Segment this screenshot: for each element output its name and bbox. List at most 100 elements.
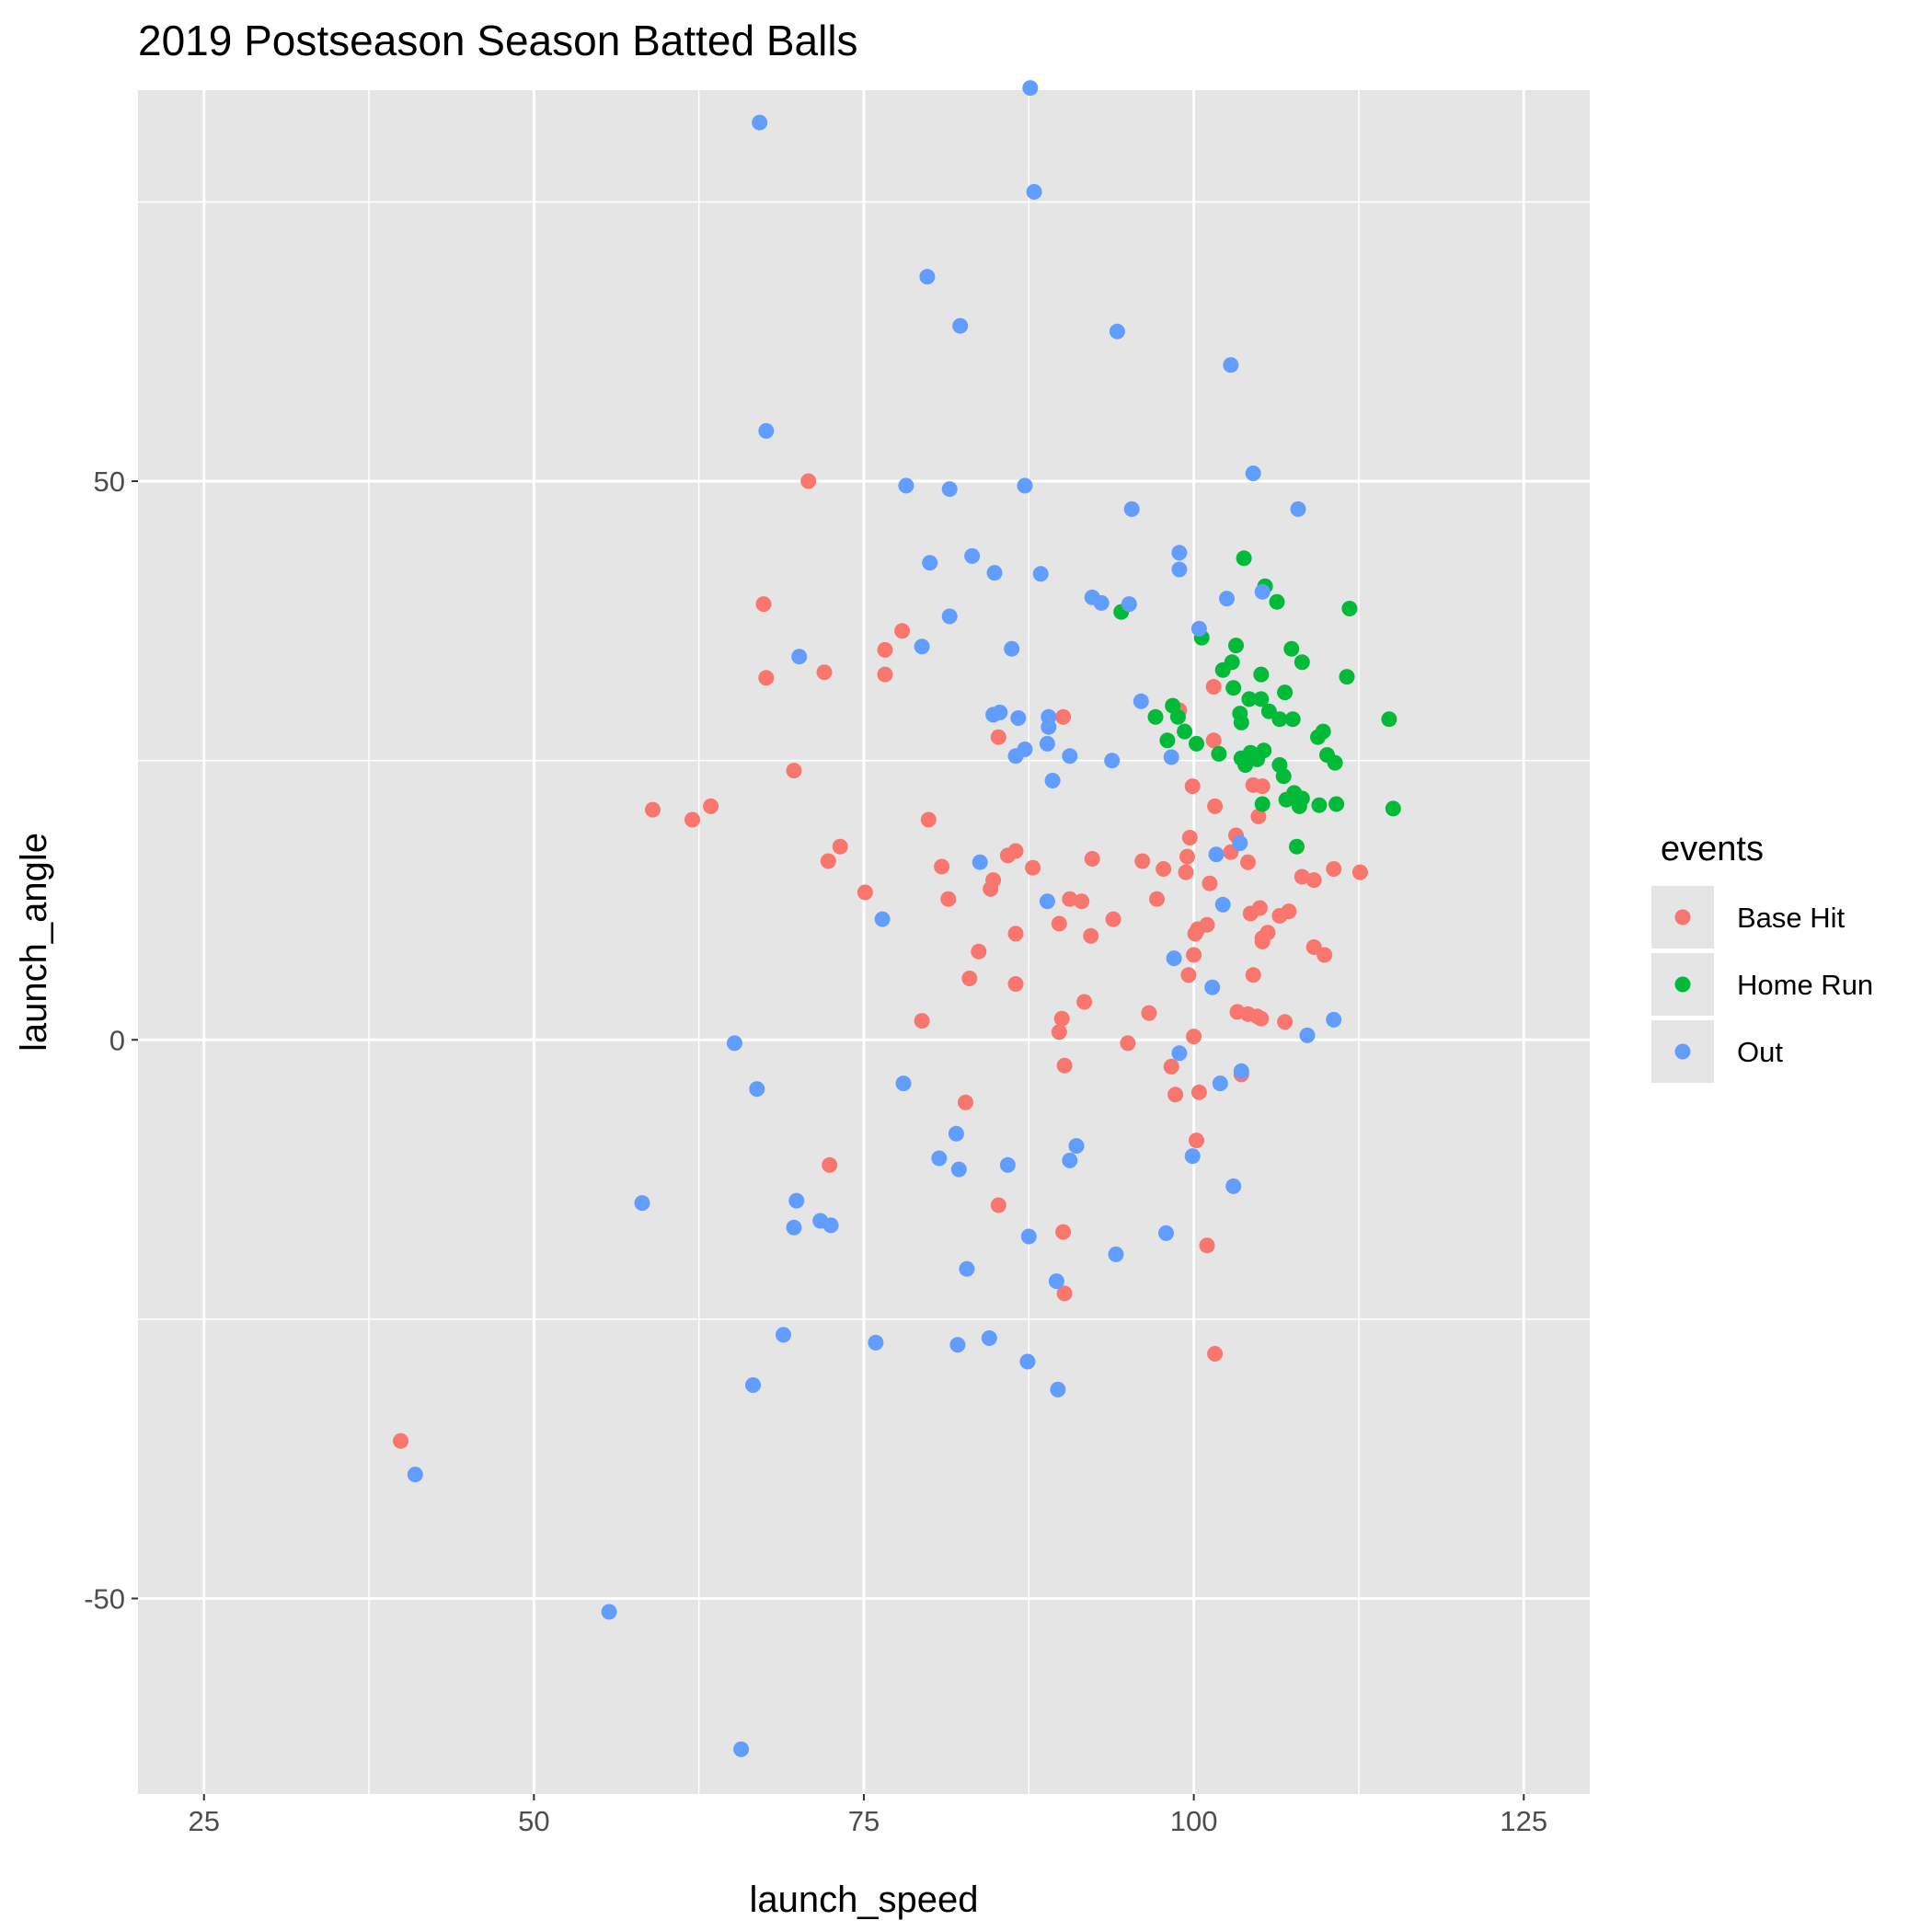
data-point-base-hit (1326, 861, 1342, 877)
data-point-out (1026, 184, 1042, 200)
data-point-base-hit (1202, 875, 1218, 891)
data-point-out (791, 649, 808, 665)
data-point-out (1171, 545, 1188, 561)
data-point-out (1171, 1045, 1188, 1062)
data-point-base-hit (920, 811, 937, 828)
data-point-out (1004, 640, 1020, 657)
data-point-base-hit (800, 473, 817, 489)
x-tick-label: 75 (848, 1805, 880, 1837)
data-point-out (949, 1337, 966, 1353)
data-point-base-hit (934, 858, 950, 875)
data-point-base-hit (1025, 859, 1041, 876)
data-point-base-hit (1184, 778, 1201, 795)
data-point-out (1019, 1353, 1036, 1370)
data-point-base-hit (1120, 1035, 1136, 1052)
data-point-out (788, 1192, 805, 1209)
data-point-base-hit (1056, 1057, 1073, 1074)
data-point-base-hit (983, 880, 999, 897)
data-point-base-hit (703, 798, 719, 814)
data-point-base-hit (1056, 1285, 1073, 1302)
data-point-out (895, 1075, 912, 1092)
legend-label-base-hit: Base Hit (1737, 902, 1846, 934)
x-tick-label: 50 (518, 1805, 549, 1837)
data-point-base-hit (1180, 967, 1197, 983)
legend-title: events (1661, 830, 1764, 868)
y-axis: -50 0 50 (84, 466, 138, 1615)
data-point-out (1299, 1027, 1316, 1043)
data-point-out (1007, 748, 1024, 765)
data-point-out (1326, 1011, 1342, 1028)
data-point-base-hit (1156, 861, 1172, 877)
data-point-home-run (1211, 745, 1227, 762)
data-point-base-hit (684, 811, 700, 828)
data-point-home-run (1269, 593, 1285, 610)
data-point-base-hit (822, 1156, 838, 1173)
data-point-base-hit (1007, 926, 1024, 942)
data-point-home-run (1236, 550, 1252, 567)
data-point-home-run (1169, 708, 1186, 725)
data-point-base-hit (755, 596, 772, 613)
data-point-base-hit (816, 664, 833, 681)
data-point-out (1121, 596, 1137, 613)
data-point-home-run (1284, 711, 1301, 728)
legend-label-home-run: Home Run (1737, 969, 1873, 1001)
data-point-home-run (1271, 711, 1288, 728)
data-point-home-run (1253, 666, 1270, 683)
data-point-base-hit (1294, 868, 1310, 885)
data-point-home-run (1254, 796, 1271, 812)
data-point-out (1225, 1178, 1242, 1194)
data-point-out (952, 317, 969, 334)
data-point-base-hit (1007, 843, 1024, 859)
data-point-out (914, 638, 930, 655)
data-point-home-run (1283, 640, 1300, 657)
data-point-base-hit (1305, 872, 1322, 889)
data-point-out (1039, 893, 1055, 910)
data-point-out (1133, 693, 1149, 709)
data-point-base-hit (1178, 864, 1194, 880)
data-point-base-hit (1076, 994, 1093, 1010)
data-point-out (726, 1035, 742, 1052)
data-point-out (1041, 719, 1057, 735)
y-tick-label: -50 (84, 1582, 125, 1615)
data-point-base-hit (1251, 900, 1268, 916)
data-point-home-run (1291, 798, 1307, 814)
data-point-base-hit (1062, 891, 1078, 907)
data-point-base-hit (1105, 911, 1121, 927)
data-point-out (1032, 566, 1049, 582)
data-point-out (1123, 500, 1140, 517)
data-point-home-run (1233, 714, 1249, 730)
data-point-base-hit (877, 666, 893, 683)
data-point-base-hit (1207, 798, 1224, 814)
data-point-out (407, 1466, 423, 1483)
data-point-base-hit (1051, 1024, 1067, 1041)
data-point-out (1208, 846, 1225, 863)
legend-items: Base Hit Home Run Out (1651, 886, 1873, 1083)
data-point-out (745, 1377, 761, 1393)
data-point-base-hit (645, 801, 661, 818)
data-point-out (981, 1330, 997, 1346)
data-point-out (1223, 357, 1239, 374)
x-tick-label: 25 (188, 1805, 219, 1837)
data-point-base-hit (1253, 1010, 1270, 1027)
chart-title: 2019 Postseason Season Batted Balls (138, 17, 858, 64)
data-point-base-hit (971, 943, 987, 960)
data-point-out (1163, 749, 1179, 765)
data-point-home-run (1341, 601, 1358, 616)
data-point-base-hit (1053, 1010, 1070, 1027)
data-point-base-hit (393, 1432, 408, 1449)
data-point-out (1093, 594, 1110, 611)
legend-swatch-home-run (1674, 976, 1691, 993)
y-tick-label: 0 (109, 1024, 125, 1056)
data-point-base-hit (1083, 927, 1099, 944)
data-point-home-run (1159, 732, 1176, 749)
data-point-out (786, 1219, 802, 1236)
data-point-home-run (1228, 638, 1244, 654)
data-point-base-hit (894, 623, 911, 639)
data-point-out (950, 1161, 967, 1178)
data-point-out (1108, 1246, 1124, 1262)
data-point-base-hit (1141, 1005, 1157, 1021)
data-point-out (1050, 1381, 1066, 1397)
data-point-out (1022, 80, 1039, 97)
data-point-home-run (1327, 754, 1343, 771)
data-point-out (1290, 500, 1306, 517)
